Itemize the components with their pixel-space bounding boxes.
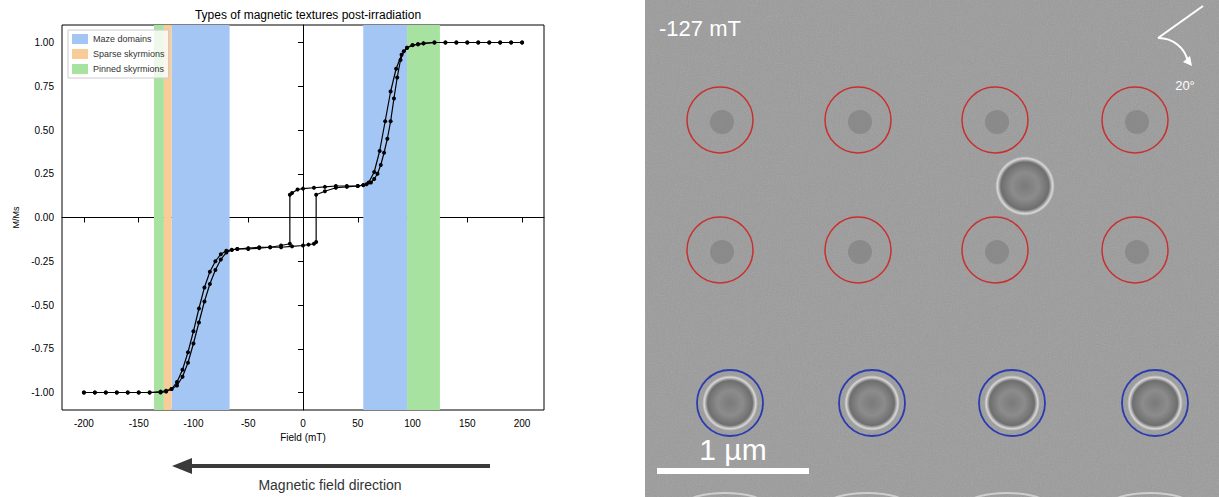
svg-text:-0.75: -0.75 — [31, 343, 54, 354]
svg-text:Types of magnetic textures pos: Types of magnetic textures post-irradiat… — [195, 8, 421, 22]
svg-text:50: 50 — [352, 418, 364, 429]
svg-text:Pinned skyrmions: Pinned skyrmions — [93, 64, 165, 74]
svg-text:150: 150 — [459, 418, 476, 429]
svg-text:Field (mT): Field (mT) — [280, 432, 326, 443]
svg-text:Sparse skyrmions: Sparse skyrmions — [93, 49, 165, 59]
svg-text:0.75: 0.75 — [35, 81, 55, 92]
svg-text:200: 200 — [514, 418, 531, 429]
svg-text:-100: -100 — [183, 418, 203, 429]
svg-text:M/Ms: M/Ms — [11, 206, 21, 228]
svg-text:0.50: 0.50 — [35, 125, 55, 136]
svg-text:100: 100 — [404, 418, 421, 429]
svg-text:-150: -150 — [129, 418, 149, 429]
svg-text:0.25: 0.25 — [35, 168, 55, 179]
svg-text:-0.50: -0.50 — [31, 300, 54, 311]
svg-text:-50: -50 — [241, 418, 256, 429]
svg-text:-200: -200 — [74, 418, 94, 429]
svg-text:-0.25: -0.25 — [31, 256, 54, 267]
svg-text:Maze domains: Maze domains — [93, 34, 152, 44]
svg-text:1 µm: 1 µm — [699, 433, 766, 466]
svg-text:Magnetic field direction: Magnetic field direction — [258, 477, 401, 493]
svg-text:0: 0 — [300, 418, 306, 429]
svg-text:1.00: 1.00 — [35, 37, 55, 48]
svg-text:20°: 20° — [1175, 78, 1195, 93]
svg-text:0.00: 0.00 — [35, 212, 55, 223]
svg-text:-127 mT: -127 mT — [659, 16, 741, 41]
svg-text:-1.00: -1.00 — [31, 387, 54, 398]
